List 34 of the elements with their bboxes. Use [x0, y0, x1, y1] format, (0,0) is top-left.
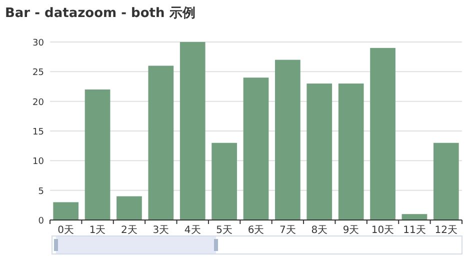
y-tick-label: 5 [38, 186, 44, 197]
bar [148, 66, 174, 220]
x-tick-label: 3天 [152, 225, 170, 236]
y-tick-label: 30 [32, 38, 44, 48]
bar [243, 78, 269, 220]
bar [180, 42, 206, 220]
y-tick-label: 0 [38, 216, 44, 226]
y-tick-label: 10 [32, 157, 44, 168]
bar [306, 84, 332, 220]
x-tick-label: 7天 [280, 225, 296, 236]
bar [116, 196, 142, 220]
bar [53, 202, 79, 220]
y-tick-label: 25 [32, 68, 44, 78]
x-tick-label: 12天 [434, 225, 458, 236]
y-tick-label: 15 [32, 128, 44, 138]
chart-title: Bar - datazoom - both 示例 [5, 6, 196, 21]
bar [212, 142, 237, 220]
bar [402, 214, 428, 220]
y-tick-label: 20 [32, 98, 44, 108]
x-tick-label: 0天 [58, 225, 74, 236]
bar [275, 60, 300, 220]
bar [338, 84, 364, 220]
x-tick-label: 1天 [89, 225, 106, 236]
x-tick-label: 10天 [371, 225, 394, 236]
x-tick-label: 11天 [403, 225, 426, 236]
x-tick-label: 9天 [342, 225, 360, 236]
x-tick-label: 8天 [311, 225, 328, 236]
x-tick-label: 5天 [216, 225, 232, 236]
bar [370, 48, 396, 220]
x-tick-label: 2天 [121, 225, 138, 236]
bar [84, 89, 110, 220]
x-tick-label: 6天 [248, 225, 264, 236]
x-tick-label: 4天 [184, 225, 201, 236]
bar [433, 142, 459, 220]
